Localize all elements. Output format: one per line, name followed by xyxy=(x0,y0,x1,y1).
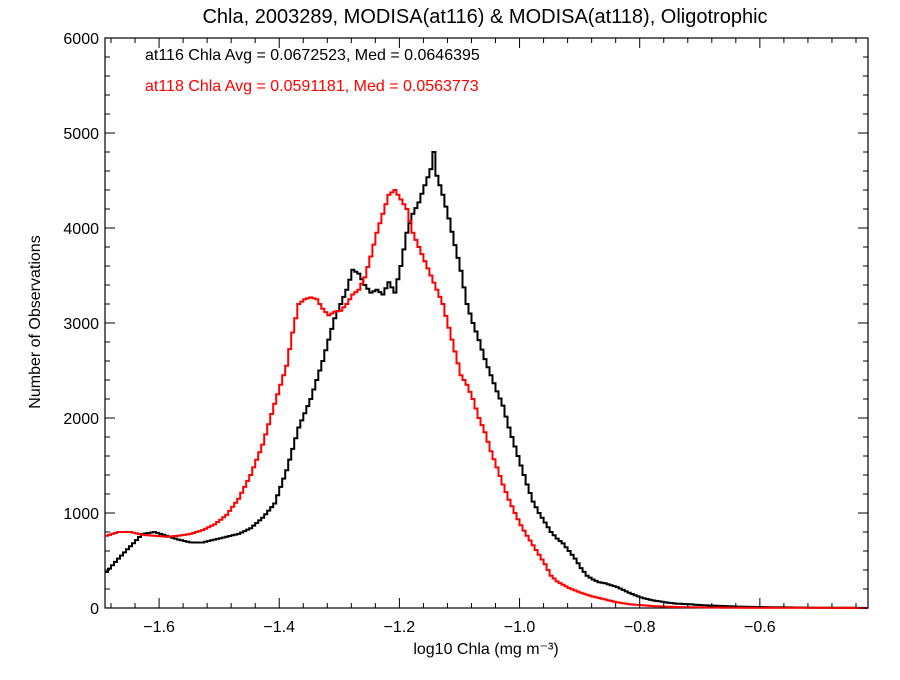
x-axis-label: log10 Chla (mg m⁻³) xyxy=(413,641,558,658)
x-tick-label: −0.8 xyxy=(624,619,656,636)
x-tick-label: −1.6 xyxy=(143,619,175,636)
series-line-at118 xyxy=(105,189,868,609)
y-tick-label: 1000 xyxy=(63,506,99,523)
y-tick-label: 2000 xyxy=(63,411,99,428)
y-tick-label: 5000 xyxy=(63,126,99,143)
x-tick-label: −0.6 xyxy=(744,619,776,636)
series-layer xyxy=(105,151,868,609)
annotation-at118: at118 Chla Avg = 0.0591181, Med = 0.0563… xyxy=(145,78,479,95)
chart-title: Chla, 2003289, MODISA(at116) & MODISA(at… xyxy=(202,6,767,28)
series-line-at116 xyxy=(105,151,868,609)
x-tick-label: −1.4 xyxy=(263,619,295,636)
y-tick-label: 3000 xyxy=(63,316,99,333)
y-tick-label: 4000 xyxy=(63,221,99,238)
y-tick-label: 6000 xyxy=(63,31,99,48)
ticks-layer: −1.6 −1.4 −1.2 −1.0 −0.8 −0.6 0 1000 2000 3000 400… xyxy=(63,31,868,636)
x-tick-label: −1.0 xyxy=(504,619,536,636)
y-tick-label: 0 xyxy=(90,601,99,618)
annotation-at116: at116 Chla Avg = 0.0672523, Med = 0.0646… xyxy=(145,47,480,64)
plot-area: −1.6 −1.4 −1.2 −1.0 −0.8 −0.6 0 1000 2000 3000 400… xyxy=(63,31,869,636)
y-axis-label: Number of Observations xyxy=(27,235,44,408)
x-tick-label: −1.2 xyxy=(384,619,416,636)
